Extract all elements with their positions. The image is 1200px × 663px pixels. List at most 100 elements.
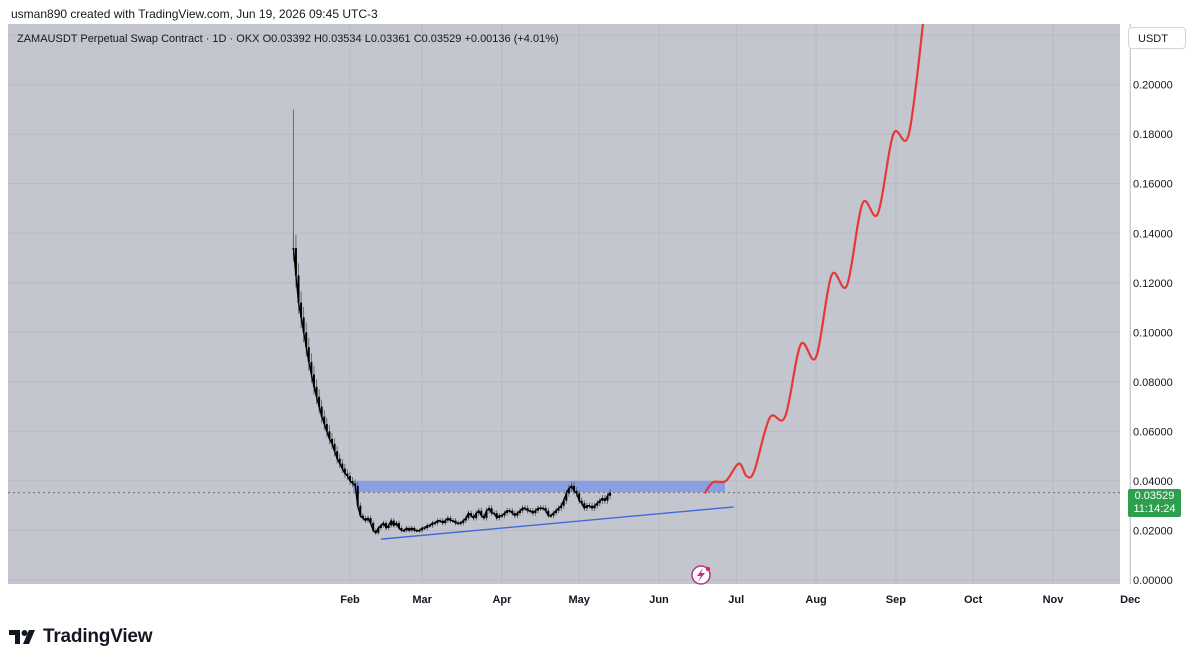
lightning-icon[interactable]: [691, 565, 711, 585]
candle-body: [526, 508, 529, 511]
candle-body: [379, 525, 382, 528]
trendline-layer: [380, 506, 734, 540]
candle-body: [351, 480, 354, 484]
tradingview-logo-icon: [9, 630, 35, 644]
candle-body: [470, 513, 473, 516]
support-trendline: [380, 506, 734, 540]
candle-body: [431, 523, 434, 526]
y-tick-label: 0.18000: [1133, 129, 1173, 141]
candle-body: [565, 493, 568, 501]
candle-body: [480, 510, 483, 516]
candle-body: [426, 525, 429, 528]
symbol-header: ZAMAUSDT Perpetual Swap Contract · 1D · …: [17, 33, 559, 45]
candle-body: [511, 510, 514, 514]
candle-body: [385, 523, 388, 528]
candle-body: [531, 510, 534, 514]
x-tick-label: Mar: [412, 594, 432, 606]
candle-body: [580, 500, 583, 504]
candle-body: [601, 498, 604, 501]
y-tick-label: 0.06000: [1133, 426, 1173, 438]
candle-body: [560, 505, 563, 509]
candle-body: [359, 505, 362, 516]
change-value: +0.00136 (+4.01%): [464, 33, 559, 45]
candle-body: [436, 520, 439, 524]
candle-body: [356, 485, 359, 506]
candle-body: [444, 520, 447, 524]
resistance-zone: [353, 480, 725, 493]
candle-body: [320, 406, 323, 417]
candle-body: [413, 527, 416, 531]
x-tick-label: May: [568, 594, 590, 606]
price-axis-labels: 0.00000 0.02000 0.04000 0.06000 0.08000 0.100…: [1133, 30, 1173, 587]
price-chart[interactable]: 0.00000 0.02000 0.04000 0.06000 0.08000 0.100…: [8, 24, 1191, 610]
candle-body: [300, 302, 303, 318]
candle-body: [575, 490, 578, 494]
candle-body: [343, 468, 346, 474]
open-value: O0.03392: [262, 33, 311, 45]
candle-body: [583, 503, 586, 509]
candle-body: [557, 508, 560, 511]
x-tick-label: Feb: [340, 594, 360, 606]
candle-body: [498, 515, 501, 519]
last-price: 0.03529: [1134, 490, 1175, 502]
candle-body: [333, 443, 336, 452]
candle-body: [475, 513, 478, 519]
y-tick-label: 0.16000: [1133, 179, 1173, 191]
candle-body: [446, 518, 449, 521]
candle-body: [349, 475, 351, 481]
candle-body: [467, 513, 470, 519]
candle-body: [397, 523, 400, 528]
y-tick-label: 0.00000: [1133, 575, 1173, 587]
candle-body: [609, 492, 612, 496]
x-tick-label: Aug: [805, 594, 826, 606]
candle-body: [449, 518, 452, 521]
candle-body: [325, 423, 328, 432]
candle-body: [547, 510, 550, 516]
candle-body: [310, 362, 313, 375]
candle-body: [387, 525, 390, 528]
candle-body: [552, 513, 555, 516]
candle-body: [464, 518, 467, 521]
candle-body: [462, 520, 465, 524]
symbol-name: ZAMAUSDT Perpetual Swap Contract · 1D · …: [17, 33, 260, 45]
last-price-badge: 0.03529 11:14:24: [1128, 489, 1181, 517]
candle-body: [312, 374, 315, 387]
price-history-line: [292, 248, 611, 534]
candle-body: [328, 431, 331, 439]
candle-body: [346, 473, 349, 476]
y-tick-label: 0.14000: [1133, 228, 1173, 240]
x-tick-label: Nov: [1043, 594, 1065, 606]
candle-body: [410, 527, 413, 531]
candle-body: [405, 527, 408, 531]
high-value: H0.03534: [313, 33, 362, 45]
candle-body: [323, 416, 326, 424]
candle-body: [372, 523, 375, 531]
candle-body: [506, 510, 509, 514]
candle-body: [490, 508, 493, 514]
chart-area[interactable]: 0.00000 0.02000 0.04000 0.06000 0.08000 0.100…: [8, 24, 1191, 610]
candle-body: [454, 520, 457, 524]
y-tick-label: 0.08000: [1133, 377, 1173, 389]
candle-body: [518, 510, 521, 514]
time-axis-labels: Feb Mar Apr May Jun Jul Aug Sep Oct Nov Dec: [340, 594, 1140, 606]
tradingview-logo: TradingView: [9, 624, 153, 650]
candle-body: [400, 527, 403, 531]
resistance-zone-layer: [8, 480, 1120, 494]
candle-body: [421, 527, 424, 531]
candle-body: [354, 483, 357, 486]
candle-body: [336, 451, 339, 459]
currency-button[interactable]: USDT: [1128, 27, 1186, 49]
candle-body: [606, 495, 609, 501]
candle-body: [544, 508, 547, 511]
candle-body: [567, 488, 570, 494]
candle-body: [593, 505, 596, 509]
close-value: C0.03529: [413, 33, 462, 45]
candle-body: [338, 458, 341, 464]
candle-body: [591, 505, 594, 509]
candle-body: [503, 513, 506, 516]
x-tick-label: Jun: [649, 594, 669, 606]
projection-layer: [704, 24, 925, 494]
candle-body: [341, 463, 344, 469]
price-history-layer: [292, 109, 612, 535]
candle-body: [315, 386, 318, 397]
